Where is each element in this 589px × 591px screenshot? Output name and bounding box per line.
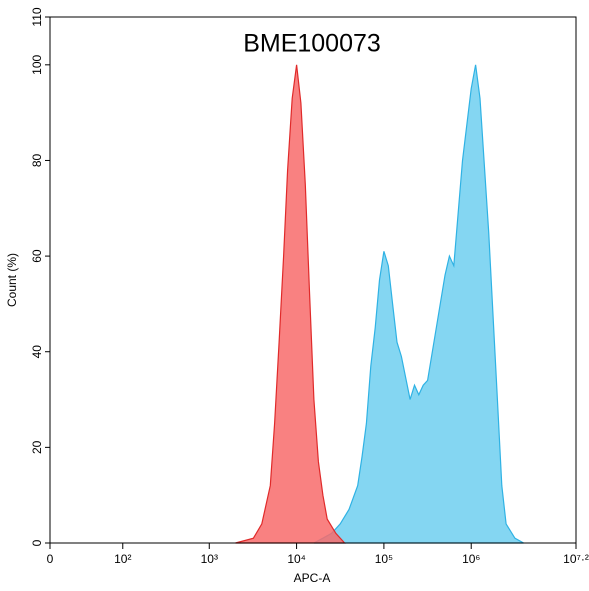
y-tick-label: 110 (30, 7, 44, 26)
y-tick-label: 0 (30, 539, 44, 546)
x-tick-label: 0 (47, 552, 54, 566)
x-tick-label: 10² (114, 552, 131, 566)
y-tick-label: 40 (30, 345, 44, 359)
y-tick-label: 60 (30, 249, 44, 263)
x-tick-label: 10³ (201, 552, 218, 566)
plot-frame (49, 16, 577, 544)
histogram-area (313, 64, 524, 544)
x-tick-label: 10⁶ (462, 552, 480, 566)
x-tick-label: 10⁵ (375, 552, 393, 566)
plot-area (235, 64, 524, 544)
y-tick-label: 80 (30, 153, 44, 167)
x-axis-label: APC-A (294, 571, 331, 585)
y-tick-label: 20 (30, 440, 44, 454)
chart-title: BME100073 (243, 30, 381, 58)
histogram-area (235, 64, 346, 544)
y-axis-label: Count (%) (5, 253, 19, 307)
x-tick-label: 10⁷·² (563, 552, 589, 566)
x-tick-label: 10⁴ (287, 552, 306, 566)
y-tick-label: 100 (30, 54, 44, 74)
